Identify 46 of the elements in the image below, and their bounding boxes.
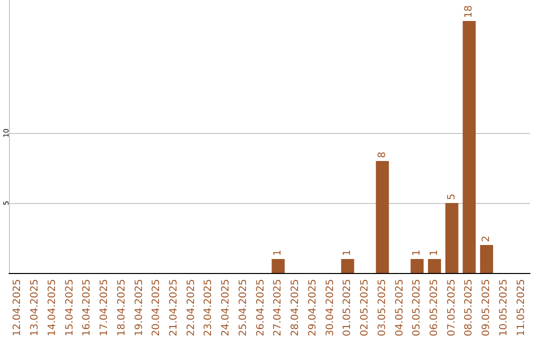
- x-tick-label: 29.04.2025: [307, 279, 318, 336]
- data-label: 5: [446, 194, 458, 200]
- x-tick-label: 09.05.2025: [481, 279, 492, 336]
- x-tick-label: 21.04.2025: [168, 279, 180, 336]
- bar: [272, 259, 285, 273]
- bar: [376, 161, 389, 273]
- bar: [462, 21, 476, 273]
- x-tick-label: 04.05.2025: [394, 279, 406, 336]
- x-tick-label: 12.04.2025: [12, 279, 24, 336]
- bar: [410, 259, 424, 273]
- x-tick-label: 03.05.2025: [376, 279, 388, 336]
- x-tick-label: 02.05.2025: [360, 279, 371, 336]
- x-tick-label: 13.04.2025: [30, 279, 41, 336]
- x-tick-label: 08.05.2025: [464, 279, 475, 336]
- x-tick-label: 01.05.2025: [342, 279, 354, 336]
- bar: [428, 259, 441, 273]
- x-tick-label: 05.05.2025: [412, 279, 423, 336]
- x-tick-label: 22.04.2025: [186, 279, 197, 336]
- data-label: 8: [376, 152, 388, 158]
- bar: [480, 245, 494, 273]
- x-tick-label: 10.05.2025: [498, 279, 510, 336]
- x-tick-label: 27.04.2025: [272, 279, 284, 336]
- bar: [445, 203, 458, 273]
- x-tick-label: 16.04.2025: [82, 279, 93, 336]
- x-tick-label: 28.04.2025: [290, 279, 302, 336]
- data-label: 2: [481, 236, 492, 242]
- x-tick-label: 18.04.2025: [116, 279, 128, 336]
- x-tick-label: 23.04.2025: [203, 279, 214, 336]
- data-label: 1: [428, 250, 440, 256]
- data-label: 1: [342, 250, 354, 256]
- x-tick-label: 17.04.2025: [99, 279, 110, 336]
- x-tick-label: 19.04.2025: [134, 279, 145, 336]
- data-label: 18: [464, 5, 475, 18]
- data-label: 1: [412, 250, 423, 256]
- x-tick-label: 25.04.2025: [238, 279, 249, 336]
- x-tick-label: 06.05.2025: [428, 279, 440, 336]
- x-tick-label: 30.04.2025: [324, 279, 336, 336]
- x-tick-label: 26.04.2025: [255, 279, 266, 336]
- x-tick-label: 14.04.2025: [46, 279, 58, 336]
- data-label: 1: [272, 250, 284, 256]
- x-tick-label: 24.04.2025: [220, 279, 232, 336]
- x-tick-label: 15.04.2025: [64, 279, 76, 336]
- x-tick-label: 20.04.2025: [151, 279, 162, 336]
- x-tick-label: 11.05.2025: [516, 279, 527, 336]
- x-tick-label: 07.05.2025: [446, 279, 458, 336]
- bar: [341, 259, 354, 273]
